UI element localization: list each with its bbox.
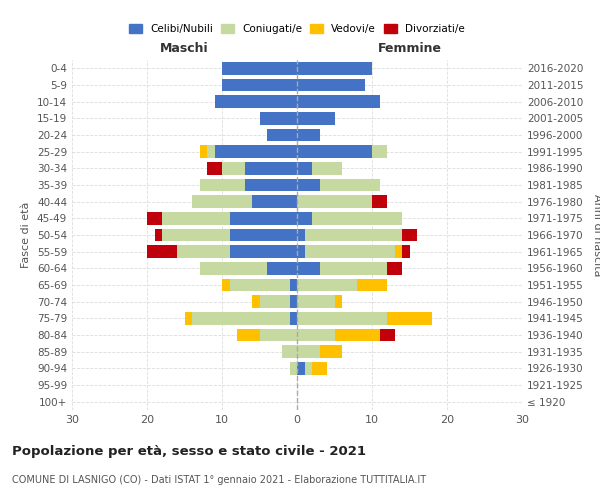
Bar xyxy=(297,78,365,91)
Bar xyxy=(297,96,380,108)
Bar xyxy=(260,112,297,124)
Bar xyxy=(252,296,260,308)
Bar xyxy=(297,196,372,208)
Bar xyxy=(297,146,372,158)
Bar xyxy=(312,212,402,224)
Bar xyxy=(260,296,290,308)
Bar xyxy=(335,296,342,308)
Bar xyxy=(320,262,387,274)
Bar xyxy=(245,162,297,174)
Text: Femmine: Femmine xyxy=(377,42,442,55)
Bar xyxy=(147,246,177,258)
Bar xyxy=(162,229,229,241)
Bar xyxy=(387,262,402,274)
Y-axis label: Fasce di età: Fasce di età xyxy=(22,202,31,268)
Bar xyxy=(222,162,245,174)
Bar xyxy=(177,246,229,258)
Bar xyxy=(320,179,380,191)
Bar xyxy=(222,279,229,291)
Bar xyxy=(297,128,320,141)
Bar xyxy=(380,329,395,341)
Bar xyxy=(222,62,297,74)
Bar xyxy=(222,78,297,91)
Bar xyxy=(297,279,357,291)
Bar xyxy=(297,246,305,258)
Bar xyxy=(335,329,380,341)
Bar xyxy=(192,196,252,208)
Bar xyxy=(297,329,335,341)
Bar xyxy=(387,312,432,324)
Bar xyxy=(290,296,297,308)
Bar xyxy=(290,362,297,374)
Y-axis label: Anni di nascita: Anni di nascita xyxy=(592,194,600,276)
Legend: Celibi/Nubili, Coniugati/e, Vedovi/e, Divorziati/e: Celibi/Nubili, Coniugati/e, Vedovi/e, Di… xyxy=(125,20,469,38)
Bar xyxy=(290,279,297,291)
Bar xyxy=(260,329,297,341)
Bar xyxy=(267,128,297,141)
Bar xyxy=(297,262,320,274)
Bar xyxy=(215,146,297,158)
Bar xyxy=(147,212,162,224)
Bar xyxy=(215,96,297,108)
Bar xyxy=(305,229,402,241)
Bar xyxy=(185,312,192,324)
Bar xyxy=(297,312,387,324)
Bar xyxy=(229,229,297,241)
Bar xyxy=(252,196,297,208)
Text: COMUNE DI LASNIGO (CO) - Dati ISTAT 1° gennaio 2021 - Elaborazione TUTTITALIA.IT: COMUNE DI LASNIGO (CO) - Dati ISTAT 1° g… xyxy=(12,475,426,485)
Bar xyxy=(372,146,387,158)
Bar xyxy=(297,162,312,174)
Bar xyxy=(320,346,342,358)
Bar xyxy=(402,246,409,258)
Bar xyxy=(267,262,297,274)
Bar xyxy=(199,262,267,274)
Bar xyxy=(372,196,387,208)
Bar xyxy=(155,229,162,241)
Bar xyxy=(297,212,312,224)
Bar xyxy=(297,179,320,191)
Bar xyxy=(297,229,305,241)
Bar xyxy=(199,179,245,191)
Text: Maschi: Maschi xyxy=(160,42,209,55)
Bar xyxy=(229,279,290,291)
Bar xyxy=(297,62,372,74)
Bar xyxy=(162,212,229,224)
Bar xyxy=(312,162,342,174)
Bar xyxy=(297,112,335,124)
Bar xyxy=(402,229,417,241)
Bar xyxy=(305,362,312,374)
Bar xyxy=(297,346,320,358)
Bar xyxy=(237,329,260,341)
Bar xyxy=(229,246,297,258)
Text: Popolazione per età, sesso e stato civile - 2021: Popolazione per età, sesso e stato civil… xyxy=(12,445,366,458)
Bar xyxy=(229,212,297,224)
Bar xyxy=(192,312,290,324)
Bar xyxy=(395,246,402,258)
Bar xyxy=(199,146,207,158)
Bar xyxy=(207,146,215,158)
Bar xyxy=(282,346,297,358)
Bar xyxy=(297,362,305,374)
Bar xyxy=(305,246,395,258)
Bar xyxy=(207,162,222,174)
Bar xyxy=(290,312,297,324)
Bar xyxy=(297,296,335,308)
Bar xyxy=(357,279,387,291)
Bar xyxy=(312,362,327,374)
Bar xyxy=(245,179,297,191)
